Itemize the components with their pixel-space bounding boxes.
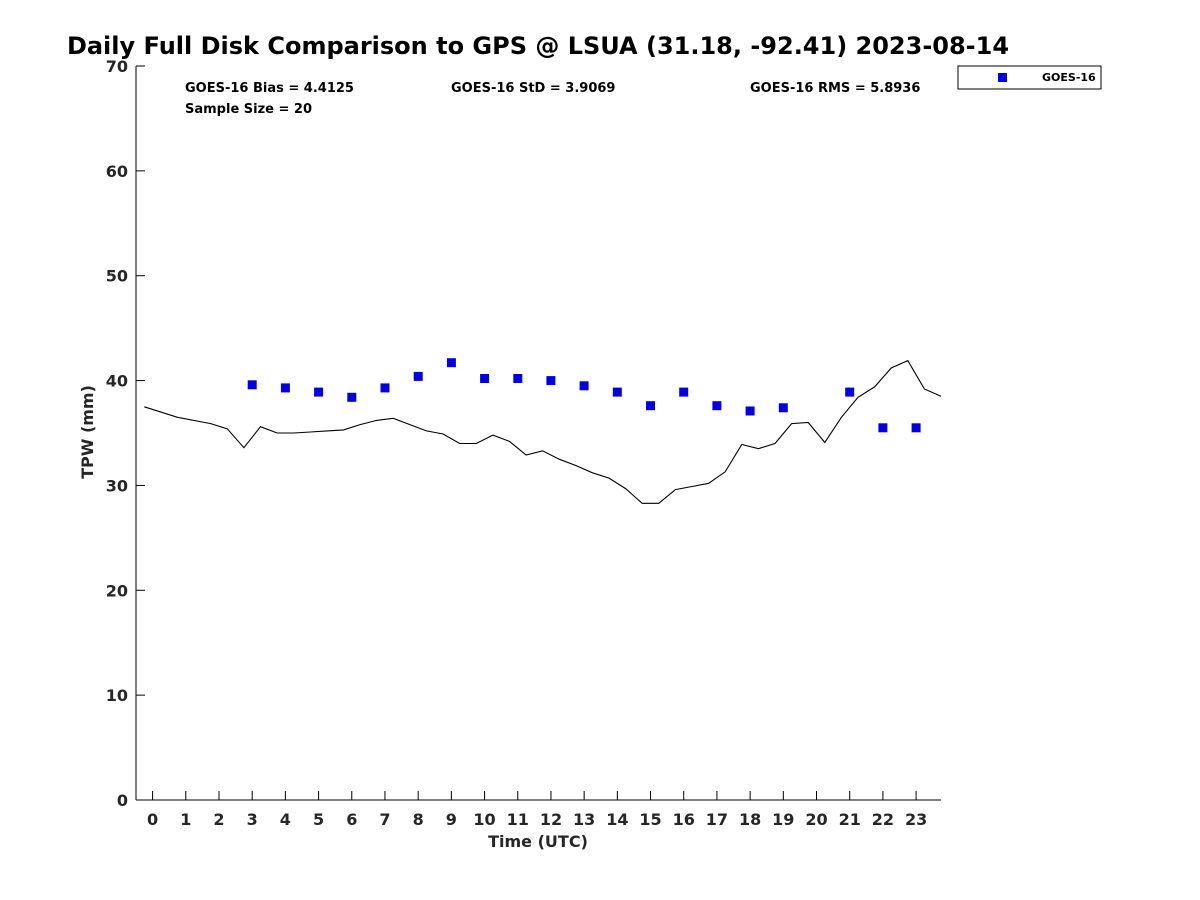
legend: GOES-16 xyxy=(957,65,1102,90)
y-tick-label: 60 xyxy=(106,162,128,181)
x-axis-label: Time (UTC) xyxy=(488,832,588,851)
x-tick-label: 3 xyxy=(247,810,258,829)
x-tick-label: 18 xyxy=(739,810,761,829)
chart-title: Daily Full Disk Comparison to GPS @ LSUA… xyxy=(67,32,1009,60)
goes16-point xyxy=(546,376,556,386)
goes16-point xyxy=(480,374,490,383)
legend-box xyxy=(957,65,1102,90)
x-tick-label: 0 xyxy=(147,810,158,829)
x-tick-label: 19 xyxy=(772,810,794,829)
x-tick-label: 14 xyxy=(606,810,628,829)
goes16-point xyxy=(911,423,921,433)
goes16-point xyxy=(745,406,755,416)
x-tick-label: 10 xyxy=(473,810,495,829)
x-tick-label: 13 xyxy=(573,810,595,829)
goes16-point xyxy=(878,423,888,433)
goes16-point xyxy=(380,383,390,393)
x-tick-label: 12 xyxy=(540,810,562,829)
legend-label: GOES-16 xyxy=(1042,71,1096,84)
goes16-point xyxy=(612,387,622,397)
x-tick-label: 20 xyxy=(805,810,827,829)
x-tick-label: 9 xyxy=(446,810,457,829)
y-tick-label: 70 xyxy=(106,57,128,76)
y-tick-label: 40 xyxy=(106,372,128,391)
gps-series-line xyxy=(144,359,942,504)
goes16-points xyxy=(247,358,921,433)
bias-stat: GOES-16 Bias = 4.4125 xyxy=(185,81,354,96)
goes16-point xyxy=(845,387,855,397)
y-axis: 0 10 20 30 40 50 60 70 xyxy=(106,57,145,810)
y-tick-label: 30 xyxy=(106,476,128,495)
x-tick-label: 17 xyxy=(706,810,728,829)
x-axis: 0 1 2 3 4 5 6 7 8 9 10 11 12 13 14 15 16 17 18 19 20 21 22 23 xyxy=(136,791,941,829)
x-tick-label: 23 xyxy=(905,810,927,829)
y-tick-label: 20 xyxy=(106,581,128,600)
goes16-point xyxy=(679,387,689,397)
x-tick-label: 2 xyxy=(213,810,224,829)
x-tick-label: 22 xyxy=(872,810,894,829)
y-tick-label: 10 xyxy=(106,686,128,705)
goes16-point xyxy=(446,358,456,368)
legend-marker xyxy=(998,73,1007,82)
x-tick-label: 4 xyxy=(280,810,291,829)
goes16-point xyxy=(513,374,523,383)
y-tick-label: 50 xyxy=(106,267,128,286)
x-tick-label: 1 xyxy=(180,810,191,829)
x-tick-label: 8 xyxy=(413,810,424,829)
goes16-point xyxy=(347,392,357,402)
x-tick-label: 16 xyxy=(673,810,695,829)
goes16-point xyxy=(413,371,423,381)
goes16-point xyxy=(280,383,290,393)
goes16-point xyxy=(778,403,788,413)
rms-stat: GOES-16 RMS = 5.8936 xyxy=(750,81,920,96)
sample-size-stat: Sample Size = 20 xyxy=(185,102,312,117)
x-tick-label: 6 xyxy=(346,810,357,829)
x-tick-label: 15 xyxy=(639,810,661,829)
y-tick-label: 0 xyxy=(117,791,128,810)
goes16-point xyxy=(579,381,589,391)
goes16-point xyxy=(712,401,722,411)
std-stat: GOES-16 StD = 3.9069 xyxy=(451,81,615,96)
x-tick-label: 7 xyxy=(379,810,390,829)
goes16-point xyxy=(247,380,257,390)
x-tick-label: 21 xyxy=(839,810,861,829)
y-axis-label: TPW (mm) xyxy=(78,385,97,479)
goes16-point xyxy=(314,387,324,397)
goes16-point xyxy=(646,401,655,411)
x-tick-label: 5 xyxy=(313,810,324,829)
x-tick-label: 11 xyxy=(507,810,529,829)
